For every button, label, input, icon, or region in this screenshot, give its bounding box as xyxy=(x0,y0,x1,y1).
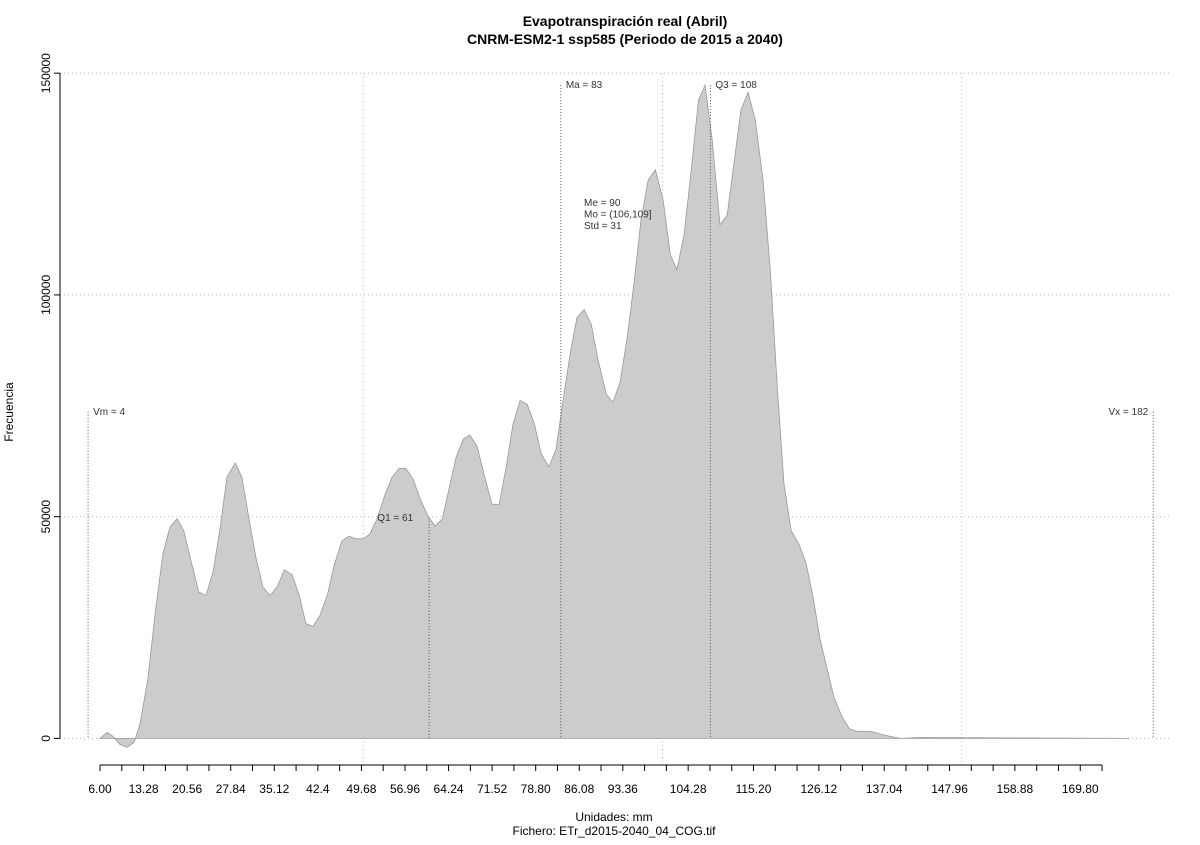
x-tick-label: 56.96 xyxy=(390,782,420,796)
x-tick-label: 126.12 xyxy=(800,782,837,796)
stat-label: Std = 31 xyxy=(584,221,622,232)
x-tick-label: 64.24 xyxy=(434,782,464,796)
y-tick-label: 0 xyxy=(39,735,53,742)
x-tick-label: 158.88 xyxy=(997,782,1034,796)
x-tick-label: 169.80 xyxy=(1062,782,1099,796)
x-tick-label: 78.80 xyxy=(521,782,551,796)
stat-label: Mo = (106,109] xyxy=(584,210,652,221)
y-tick-label: 150000 xyxy=(39,53,53,93)
chart-title: Evapotranspiración real (Abril) xyxy=(523,13,728,29)
marker-label: Ma = 83 xyxy=(566,80,603,91)
x-tick-label: 93.36 xyxy=(608,782,638,796)
chart-subtitle: CNRM-ESM2-1 ssp585 (Periodo de 2015 a 20… xyxy=(467,31,783,47)
area xyxy=(98,83,1130,748)
x-tick-label: 115.20 xyxy=(736,782,772,796)
x-tick-label: 13.28 xyxy=(129,782,159,796)
footer: Fichero: ETr_d2015-2040_04_COG.tif xyxy=(513,824,717,838)
x-tick-label: 35.12 xyxy=(259,782,289,796)
x-tick-label: 6.00 xyxy=(88,782,112,796)
x-tick-label: 20.56 xyxy=(172,782,202,796)
marker-label: Vx = 182 xyxy=(1108,407,1148,418)
x-tick-label: 104.28 xyxy=(670,782,707,796)
x-tick-label: 27.84 xyxy=(216,782,246,796)
x-tick-label: 86.08 xyxy=(564,782,594,796)
x-tick-label: 42.4 xyxy=(306,782,330,796)
marker-label: Vm = 4 xyxy=(93,407,125,418)
stat-label: Me = 90 xyxy=(584,198,621,209)
x-tick-label: 49.68 xyxy=(346,782,376,796)
x-axis-label: Unidades: mm xyxy=(575,810,652,824)
marker-label: Q3 = 108 xyxy=(715,80,757,91)
x-tick-label: 147.96 xyxy=(931,782,968,796)
y-axis-label: Frecuencia xyxy=(2,382,16,442)
y-tick-label: 50000 xyxy=(39,500,53,534)
x-tick-label: 137.04 xyxy=(866,782,903,796)
y-tick-label: 100000 xyxy=(39,275,53,315)
x-tick-label: 71.52 xyxy=(477,782,507,796)
marker-label: Q1 = 61 xyxy=(377,513,413,524)
